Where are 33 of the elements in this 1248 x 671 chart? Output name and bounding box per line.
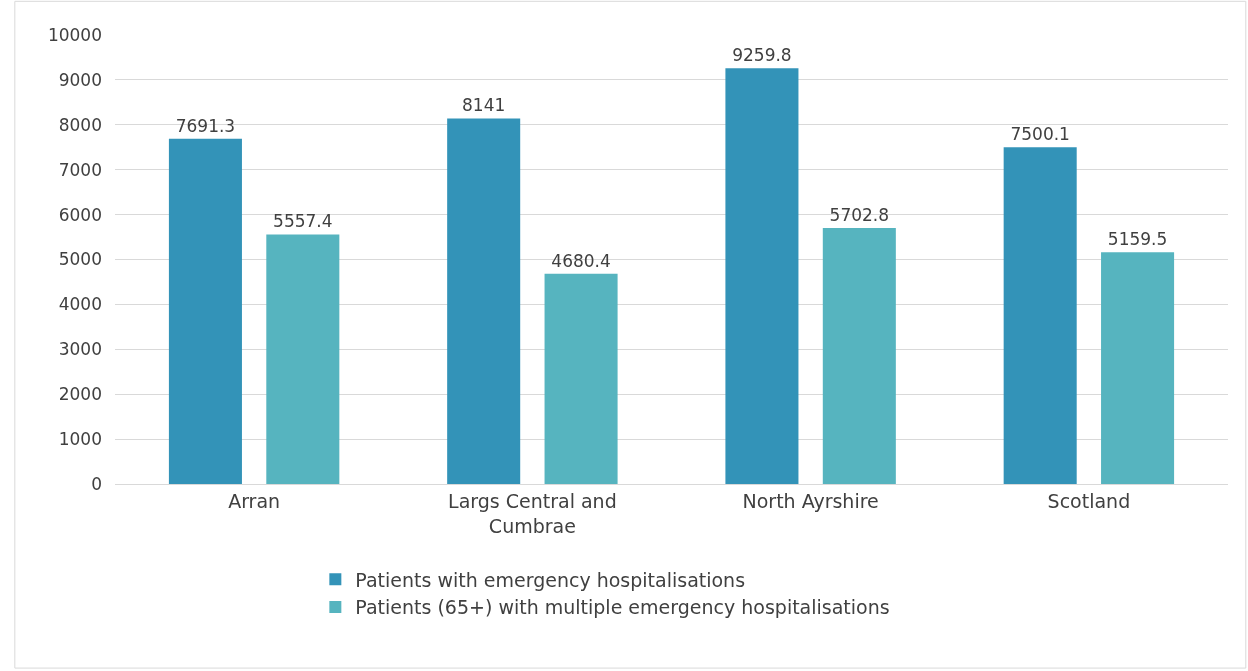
y-tick-label: 3000 (58, 339, 102, 360)
y-tick-label: 8000 (58, 114, 102, 135)
bar (725, 68, 799, 484)
x-tick-label: North Ayrshire (742, 489, 879, 512)
bar (1101, 252, 1175, 484)
data-label: 9259.8 (732, 45, 792, 66)
y-tick-label: 2000 (58, 384, 102, 405)
y-tick-label: 5000 (58, 249, 102, 270)
bar (822, 227, 896, 484)
data-label: 5702.8 (829, 204, 890, 225)
y-tick-label: 0 (91, 473, 102, 494)
y-tick-label: 6000 (58, 204, 102, 225)
y-tick-label: 4000 (58, 294, 102, 315)
bar (1003, 147, 1077, 484)
y-tick-label: 1000 (58, 429, 102, 450)
bar (447, 118, 521, 484)
data-label: 8141 (462, 95, 506, 116)
data-label: 7691.3 (175, 115, 236, 136)
legend-label: Patients with emergency hospitalisations (355, 568, 746, 591)
data-label: 5557.4 (273, 211, 333, 232)
bar (544, 273, 618, 484)
legend-label: Patients (65+) with multiple emergency hospitalisations (355, 596, 890, 619)
y-tick-label: 10000 (47, 24, 102, 45)
data-label: 7500.1 (1010, 124, 1070, 145)
bar (168, 138, 242, 484)
x-tick-label: Largs Central and Cumbrae (448, 489, 617, 537)
bar (266, 234, 340, 484)
x-tick-label: Scotland (1047, 489, 1131, 512)
y-tick-label: 9000 (58, 69, 102, 90)
data-label: 4680.4 (551, 250, 611, 271)
x-tick-label: Arran (228, 489, 281, 512)
data-label: 5159.5 (1107, 229, 1168, 250)
y-tick-label: 7000 (58, 159, 102, 180)
